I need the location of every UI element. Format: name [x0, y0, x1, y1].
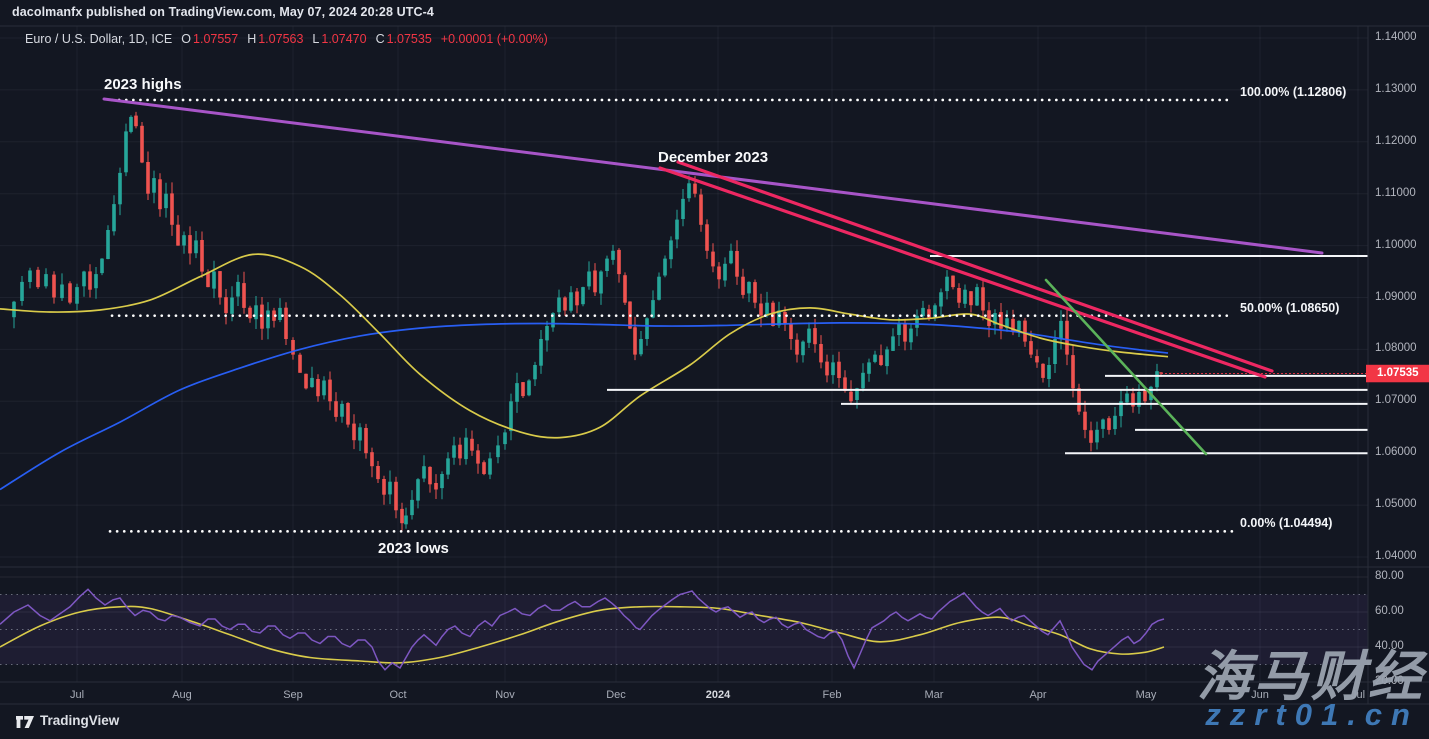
time-axis-label: May — [1135, 689, 1157, 701]
time-axis-label: 2024 — [705, 689, 731, 701]
price-tick-label: 1.11000 — [1375, 186, 1416, 199]
price-tick-label: 1.06000 — [1375, 446, 1417, 459]
rsi-tick-label: 80.00 — [1375, 570, 1404, 582]
publish-bar: dacolmanfx published on TradingView.com,… — [12, 5, 434, 19]
time-axis-label: Apr — [1029, 689, 1047, 701]
time-axis-label: Jun — [1251, 689, 1269, 701]
last-price-badge-bg — [1366, 364, 1429, 383]
fib-level-label: 50.00% (1.08650) — [1240, 300, 1340, 315]
price-tick-label: 1.13000 — [1375, 82, 1417, 95]
open-value: 1.07557 — [193, 32, 239, 46]
candlestick-series — [12, 111, 1163, 531]
price-tick-label: 1.09000 — [1375, 290, 1417, 303]
rsi-band — [0, 594, 1368, 665]
time-axis-label: Jul — [69, 689, 85, 701]
open-label: O — [181, 32, 192, 46]
time-axis-label: Jul — [1350, 689, 1366, 701]
channel-lower — [658, 166, 1267, 379]
annotation-2023-highs: 2023 highs — [104, 76, 182, 93]
time-axis-label: Dec — [606, 689, 626, 701]
symbol-title: Euro / U.S. Dollar, 1D, ICE — [25, 32, 173, 46]
time-axis-label: Aug — [172, 689, 192, 701]
ma-100-yellow-line — [0, 253, 1169, 439]
channel-upper — [676, 160, 1274, 373]
high-label: H — [247, 32, 257, 46]
high-value: 1.07563 — [258, 32, 304, 46]
time-axis-label: Oct — [389, 689, 407, 701]
close-label: C — [375, 32, 385, 46]
symbol-legend: Euro / U.S. Dollar, 1D, ICE O 1.07557 H 1.… — [25, 32, 548, 46]
price-tick-label: 1.04000 — [1375, 550, 1417, 562]
rsi-tick-label: 60.00 — [1375, 605, 1404, 617]
rsi-ma-yellow-line — [0, 605, 1165, 664]
low-value: 1.07470 — [321, 32, 367, 46]
price-tick-label: 1.12000 — [1375, 134, 1417, 147]
time-axis-label: Nov — [495, 689, 515, 701]
time-axis-label: Mar — [924, 689, 944, 701]
fib-level-label: 0.00% (1.04494) — [1240, 516, 1333, 531]
low-label: L — [312, 32, 320, 46]
last-price-badge: 1.07535 — [1377, 366, 1419, 379]
rsi-purple-line — [0, 588, 1165, 671]
time-axis-label: Feb — [822, 689, 842, 701]
annotation-2023-lows: 2023 lows — [378, 540, 449, 557]
falling-green-line — [1044, 278, 1208, 456]
close-value: 1.07535 — [386, 32, 432, 46]
price-tick-label: 1.14000 — [1375, 31, 1417, 43]
time-axis-label: Sep — [283, 689, 303, 701]
price-tick-label: 1.07000 — [1375, 394, 1417, 407]
annotation-december-2023: December 2023 — [658, 149, 769, 166]
change-value: +0.00001 (+0.00%) — [440, 32, 548, 46]
watermark-chinese-text: 海马财经 — [1197, 647, 1425, 707]
rsi-tick-label: 40.00 — [1375, 640, 1404, 652]
fib-level-label: 100.00% (1.12806) — [1240, 84, 1347, 99]
price-tick-label: 1.10000 — [1375, 238, 1417, 251]
price-tick-label: 1.08000 — [1375, 342, 1417, 355]
watermark-site-link[interactable]: zzrt01.cn — [1205, 697, 1419, 732]
tradingview-brand-text[interactable]: TradingView — [40, 713, 120, 728]
price-tick-label: 1.05000 — [1375, 498, 1417, 511]
ma-200-blue-line — [0, 322, 1169, 491]
rsi-tick-label: 20.00 — [1375, 675, 1404, 687]
